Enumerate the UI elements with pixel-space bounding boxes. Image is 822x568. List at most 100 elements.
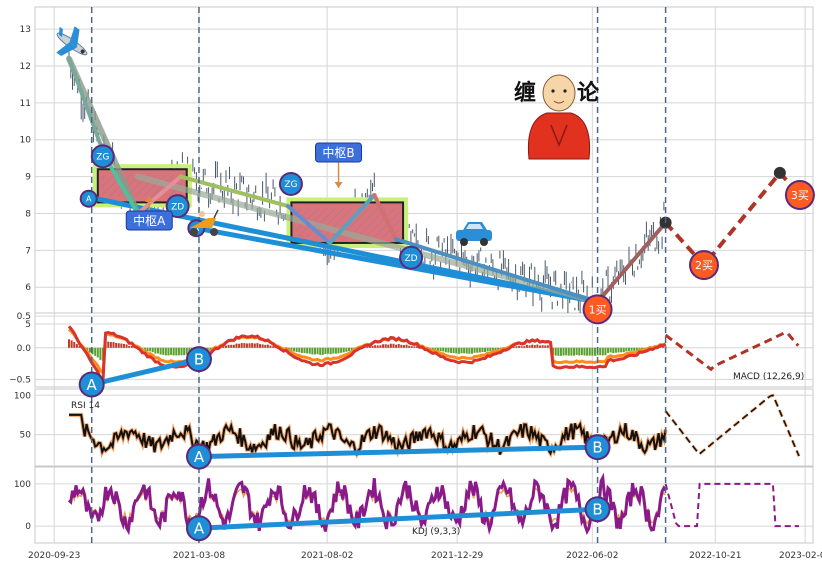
- macd-bar: [143, 347, 146, 350]
- kdj-label: KDJ (9,3,3): [412, 527, 460, 537]
- macd-bar: [416, 346, 419, 348]
- macd-bar: [583, 347, 586, 356]
- bi-stroke-0: [67, 56, 107, 159]
- macd-bar: [525, 344, 528, 348]
- macd-bar: [91, 347, 94, 355]
- macd-bar: [497, 347, 500, 350]
- macd-bar: [99, 347, 102, 360]
- macd-bar: [382, 344, 385, 348]
- macd-bar: [300, 347, 303, 353]
- macd-bar: [73, 341, 76, 348]
- ytick-label: 0.0: [17, 344, 32, 354]
- macd-bar: [180, 347, 183, 356]
- xtick-label: 2022-06-02: [566, 551, 618, 561]
- macd-bar: [473, 347, 476, 353]
- macd-bar: [436, 347, 439, 351]
- divergence-b-badge: B: [185, 346, 212, 373]
- ytick-label: 6: [25, 283, 31, 293]
- macd-bar: [463, 347, 466, 354]
- bi-stroke-2: [135, 174, 183, 216]
- macd-bar: [185, 347, 188, 355]
- macd-bar: [75, 344, 78, 348]
- xtick-label: 2022-10-21: [689, 551, 741, 561]
- divergence-line-3: [196, 506, 601, 531]
- macd-bar: [544, 345, 547, 348]
- ytick-label: 13: [20, 25, 31, 35]
- ytick-label: 10: [20, 136, 32, 146]
- macd-bar: [565, 347, 568, 356]
- macd-bar: [478, 347, 481, 353]
- macd-bar: [321, 347, 324, 355]
- zhongshu-b-label: 中枢B: [315, 142, 363, 188]
- svg-text:2买: 2买: [695, 259, 713, 272]
- segment-line-1: [193, 225, 601, 305]
- macd-bar: [78, 346, 81, 348]
- macd-bar: [172, 347, 175, 356]
- macd-bar: [384, 344, 387, 348]
- kdj-k-line: [68, 472, 667, 538]
- zhongshu-b-box-glow: [286, 197, 409, 248]
- macd-bar: [452, 347, 455, 354]
- divergence-line-1: [89, 356, 202, 387]
- macd-bar: [395, 344, 398, 348]
- macd-bar: [622, 347, 625, 353]
- ytick-label: 100: [14, 391, 31, 401]
- svg-text:A: A: [86, 195, 92, 204]
- macd-bar: [470, 347, 473, 354]
- macd-bar: [389, 343, 392, 348]
- macd-bar: [334, 347, 337, 354]
- macd-bar: [450, 347, 453, 353]
- macd-bar: [269, 345, 272, 348]
- svg-text:B: B: [592, 439, 602, 457]
- macd-bar: [96, 347, 99, 358]
- ytick-label: −0.5: [9, 375, 31, 385]
- macd-bar: [332, 347, 335, 354]
- macd-bar: [523, 346, 526, 348]
- macd-bar: [413, 346, 416, 348]
- macd-bar: [245, 343, 248, 348]
- svg-text:ZG: ZG: [284, 180, 297, 190]
- macd-bar: [567, 347, 570, 356]
- macd-bar: [107, 341, 110, 348]
- macd-bar: [253, 343, 256, 348]
- macd-bar: [175, 347, 178, 356]
- macd-bar: [303, 347, 306, 354]
- macd-bar: [528, 345, 531, 348]
- macd-bar: [460, 347, 463, 354]
- macd-bar: [442, 347, 445, 352]
- macd-bar: [251, 343, 254, 348]
- svg-text:ZD: ZD: [405, 254, 418, 264]
- macd-bar: [465, 347, 468, 354]
- macd-bar: [112, 341, 115, 348]
- xtick-label: 2021-08-02: [301, 551, 353, 561]
- macd-bar: [518, 345, 521, 348]
- divergence-b-badge: B: [584, 496, 611, 523]
- macd-bar: [222, 346, 225, 348]
- macd-bar: [151, 347, 154, 353]
- macd-bar: [115, 342, 118, 348]
- macd-label: MACD (12,26,9): [733, 372, 804, 382]
- macd-bar: [578, 347, 581, 356]
- macd-bar: [570, 347, 573, 356]
- macd-bar: [159, 347, 162, 355]
- ytick-label: 0: [25, 522, 31, 532]
- ytick-label: 11: [20, 99, 31, 109]
- macd-bar: [371, 345, 374, 348]
- divergence-a-badge: A: [185, 515, 212, 542]
- macd-bar: [272, 346, 275, 348]
- ytick-label: 9: [25, 173, 31, 183]
- buy3-badge: 3买: [784, 180, 815, 211]
- macd-bar: [130, 345, 133, 348]
- bi-stroke-7: [394, 237, 600, 304]
- xtick-label: 2021-03-08: [173, 551, 226, 561]
- svg-text:中枢A: 中枢A: [133, 213, 166, 228]
- divergence-b-badge: B: [584, 434, 611, 461]
- buy1-badge: 1买: [582, 294, 613, 325]
- macd-bar: [337, 347, 340, 354]
- macd-bar: [68, 339, 71, 348]
- macd-bar: [627, 347, 630, 351]
- macd-bar: [400, 344, 403, 348]
- macd-bar: [520, 346, 523, 348]
- macd-bar: [109, 342, 112, 348]
- macd-bar: [573, 347, 576, 356]
